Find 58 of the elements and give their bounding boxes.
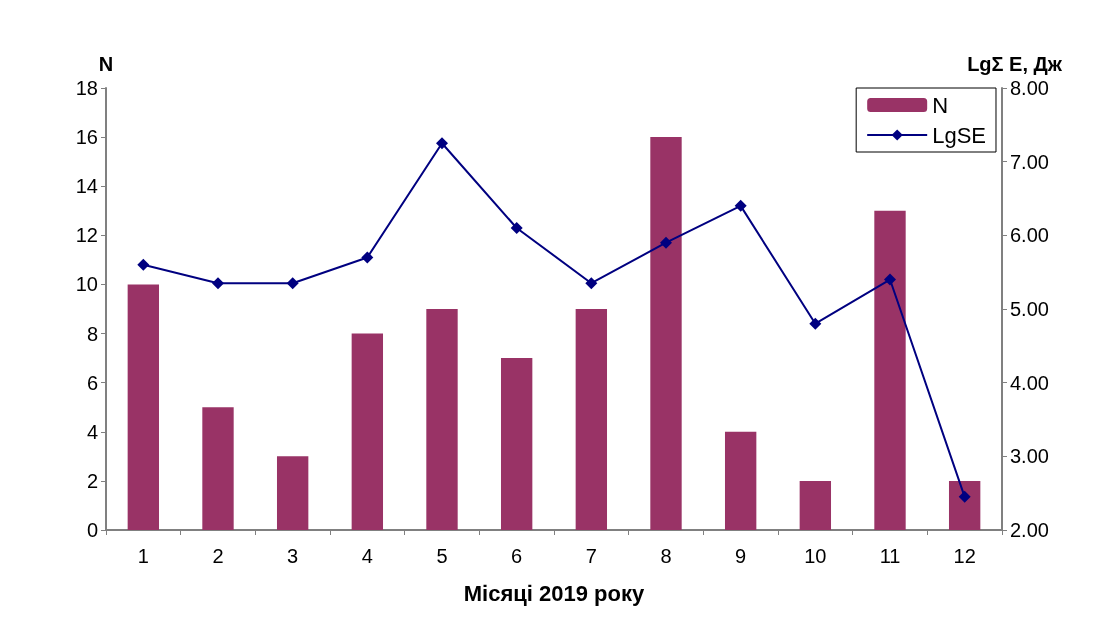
y-tick-label: 8 [86, 322, 98, 345]
bar [874, 210, 906, 530]
bar [575, 309, 608, 530]
point [958, 490, 971, 503]
y-tick-label: 14 [75, 175, 98, 198]
point [286, 277, 299, 290]
point [884, 273, 896, 286]
point [734, 199, 747, 212]
bar [650, 137, 682, 530]
x-tick-label: 3 [287, 545, 299, 567]
bar [202, 407, 234, 530]
y-tick-label: 6 [86, 371, 98, 394]
point [212, 277, 224, 290]
x-tick-label: 7 [585, 545, 597, 567]
point [510, 221, 523, 234]
y-tick-label: 10 [75, 273, 98, 296]
x-tick-label: 12 [953, 545, 976, 567]
y-tick-label: 0 [86, 519, 98, 541]
bar [500, 358, 533, 530]
point [137, 258, 150, 271]
x-tick-label: 11 [879, 545, 901, 567]
y2-tick-label: 4.00 [1010, 371, 1049, 394]
y-tick-label: 12 [75, 224, 98, 247]
x-tick-label: 5 [436, 545, 448, 567]
bar [724, 431, 757, 530]
x-tick-label: 10 [804, 545, 827, 567]
y2-tick-label: 3.00 [1010, 445, 1049, 468]
point [585, 277, 598, 290]
x-tick-label: 1 [137, 545, 149, 567]
y2-axis-title: LgΣ E, Дж [967, 53, 1063, 75]
bar [426, 309, 458, 530]
y2-tick-label: 8.00 [1010, 77, 1049, 99]
point [809, 317, 822, 330]
bar [948, 480, 981, 530]
point [361, 251, 374, 264]
bar [799, 480, 832, 530]
y-tick-label: 18 [75, 77, 98, 99]
legend-label: LgSE [932, 122, 987, 148]
bar [351, 333, 384, 530]
legend-label: N [932, 92, 949, 118]
y-axis-title: N [98, 53, 114, 75]
y2-tick-label: 2.00 [1010, 519, 1049, 541]
x-tick-label: 4 [361, 545, 373, 567]
x-axis-title: Місяці 2019 року [463, 580, 645, 606]
y2-tick-label: 6.00 [1010, 224, 1049, 247]
bar [127, 284, 160, 530]
point [660, 236, 672, 249]
y-tick-label: 4 [86, 420, 98, 443]
y-tick-label: 2 [86, 469, 98, 492]
bar [276, 456, 309, 530]
point [436, 137, 448, 150]
x-tick-label: 2 [212, 545, 224, 567]
x-tick-label: 9 [735, 545, 747, 567]
x-tick-label: 6 [511, 545, 523, 567]
y-tick-label: 16 [75, 126, 98, 149]
x-tick-label: 8 [660, 545, 672, 567]
y2-tick-label: 5.00 [1010, 298, 1049, 320]
y2-tick-label: 7.00 [1010, 150, 1049, 173]
